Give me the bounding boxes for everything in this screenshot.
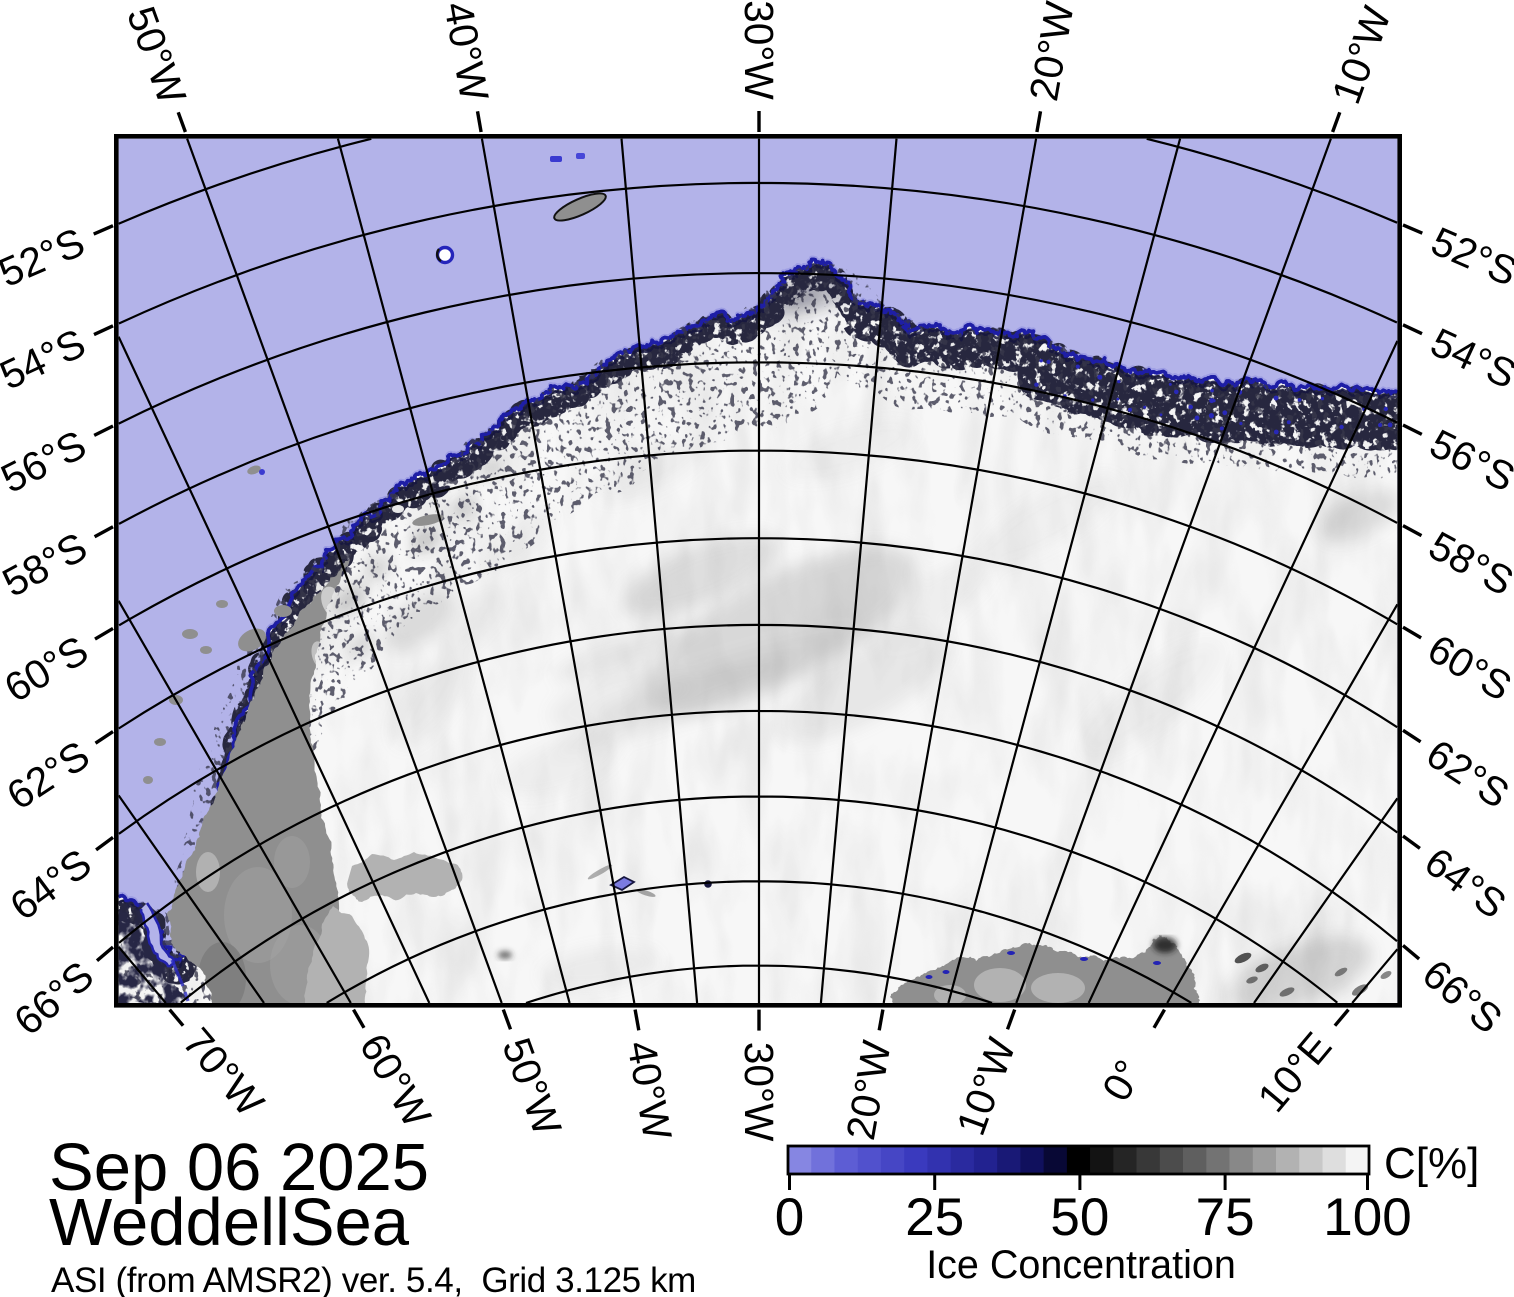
svg-text:54°S: 54°S xyxy=(0,320,92,399)
svg-text:30°W: 30°W xyxy=(736,1042,782,1142)
svg-text:50: 50 xyxy=(1050,1188,1109,1247)
svg-text:20°W: 20°W xyxy=(837,1037,900,1144)
svg-text:70°W: 70°W xyxy=(174,1019,274,1125)
svg-text:62°S: 62°S xyxy=(1418,730,1514,817)
svg-text:40°W: 40°W xyxy=(618,1037,681,1144)
svg-text:58°S: 58°S xyxy=(1422,522,1514,605)
svg-text:0°: 0° xyxy=(1093,1052,1152,1109)
svg-text:54°S: 54°S xyxy=(1424,319,1514,398)
svg-text:66°S: 66°S xyxy=(5,952,102,1044)
svg-text:64°S: 64°S xyxy=(1416,838,1514,927)
svg-text:100: 100 xyxy=(1323,1188,1411,1247)
svg-text:0: 0 xyxy=(775,1188,804,1247)
svg-text:60°S: 60°S xyxy=(0,626,96,711)
svg-text:50°W: 50°W xyxy=(118,0,196,110)
svg-text:62°S: 62°S xyxy=(0,732,98,819)
svg-text:Sep 06 2025: Sep 06 2025 xyxy=(49,1130,429,1205)
svg-text:40°W: 40°W xyxy=(435,0,498,105)
svg-text:10°W: 10°W xyxy=(947,1031,1025,1141)
svg-text:10°E: 10°E xyxy=(1248,1023,1340,1120)
svg-text:75: 75 xyxy=(1196,1188,1255,1247)
svg-text:66°S: 66°S xyxy=(1414,950,1511,1042)
svg-text:WeddellSea: WeddellSea xyxy=(49,1185,410,1260)
svg-text:ASI (from AMSR2) ver. 5.4, Gr: ASI (from AMSR2) ver. 5.4, Grid 3.125 km xyxy=(51,1261,696,1297)
svg-text:20°W: 20°W xyxy=(1020,0,1083,104)
svg-text:52°S: 52°S xyxy=(0,219,91,296)
svg-text:50°W: 50°W xyxy=(493,1032,571,1142)
svg-text:56°S: 56°S xyxy=(1423,420,1514,501)
svg-text:Ice Concentration: Ice Concentration xyxy=(926,1243,1236,1287)
svg-text:60°S: 60°S xyxy=(1420,625,1514,710)
svg-text:25: 25 xyxy=(905,1188,964,1247)
svg-text:56°S: 56°S xyxy=(0,421,93,502)
svg-text:C[%]: C[%] xyxy=(1384,1139,1479,1188)
svg-text:52°S: 52°S xyxy=(1425,218,1514,295)
svg-text:30°W: 30°W xyxy=(736,0,782,100)
svg-text:64°S: 64°S xyxy=(1,840,99,929)
svg-text:58°S: 58°S xyxy=(0,523,94,606)
svg-text:10°W: 10°W xyxy=(1323,0,1401,110)
svg-text:60°W: 60°W xyxy=(351,1026,441,1136)
